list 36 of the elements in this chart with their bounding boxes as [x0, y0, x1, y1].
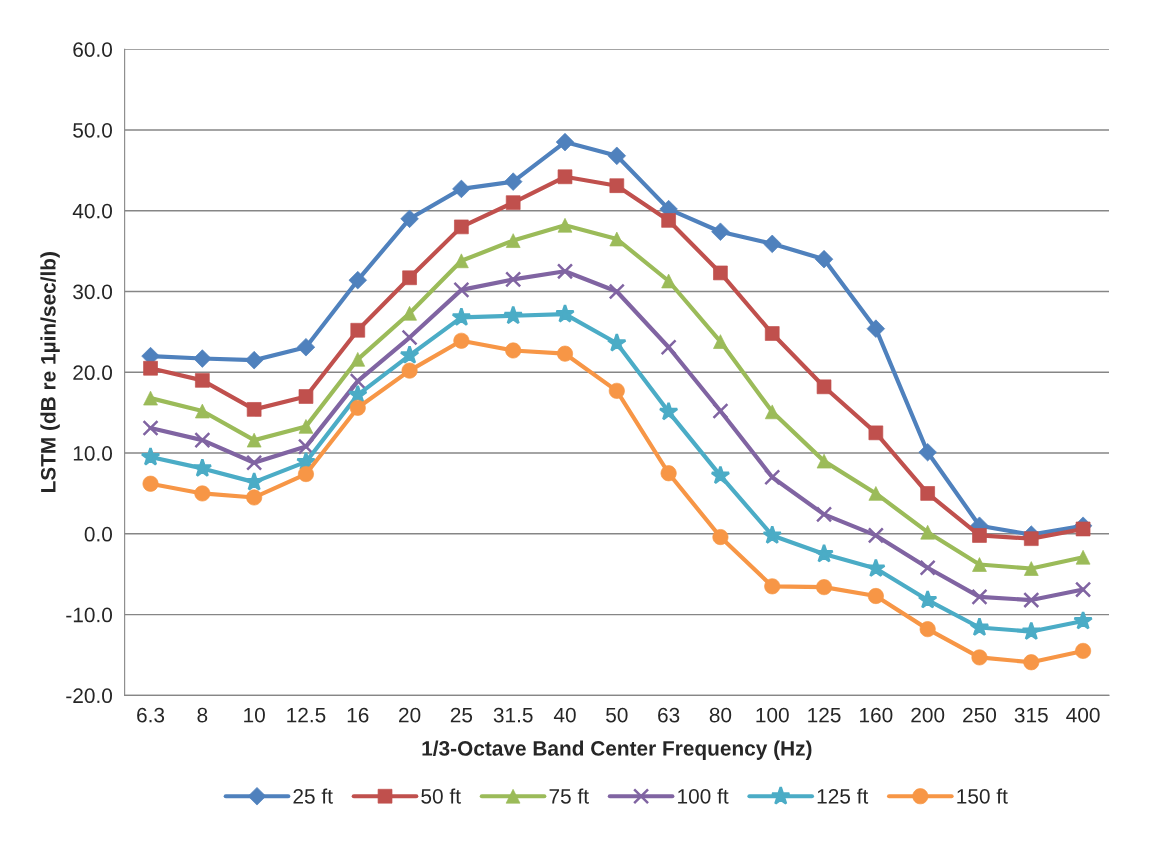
x-tick-label: 63 — [658, 707, 680, 723]
y-axis-title: LSTM (dB re 1µin/sec/lb) — [40, 252, 60, 493]
y-tick-label: 30.0 — [73, 284, 113, 300]
x-tick-label: 31.5 — [493, 707, 533, 723]
y-tick-label: 50.0 — [73, 122, 113, 138]
y-tick-label: 60.0 — [73, 42, 113, 57]
x-tick-label: 250 — [963, 707, 997, 723]
x-tick-label: 315 — [1014, 707, 1048, 723]
x-tick-label: 20 — [399, 707, 421, 723]
legend-label: 50 ft — [421, 788, 461, 804]
y-tick-label: 20.0 — [73, 365, 113, 381]
legend-label: 125 ft — [817, 788, 869, 804]
x-tick-label: 100 — [756, 707, 789, 723]
x-tick-label: 50 — [606, 707, 628, 723]
y-tick-label: 0.0 — [84, 526, 113, 542]
x-tick-label: 200 — [911, 707, 945, 723]
legend-label: 75 ft — [549, 788, 589, 804]
x-tick-label: 6.3 — [137, 707, 165, 723]
legend-label: 100 ft — [678, 788, 729, 804]
x-tick-label: 125 — [808, 707, 841, 723]
legend-label: 150 ft — [957, 788, 1008, 804]
y-tick-label: -20.0 — [66, 688, 113, 704]
x-tick-label: 40 — [553, 707, 576, 723]
x-tick-label: 160 — [860, 707, 893, 723]
x-axis-title: 1/3-Octave Band Center Frequency (Hz) — [422, 740, 812, 760]
x-tick-label: 400 — [1066, 707, 1100, 723]
x-tick-label: 8 — [197, 707, 208, 723]
x-tick-label: 10 — [244, 707, 265, 723]
y-tick-label: 10.0 — [73, 446, 113, 461]
x-tick-label: 12.5 — [287, 707, 326, 723]
x-tick-label: 25 — [450, 707, 473, 723]
legend-label: 25 ft — [293, 788, 333, 804]
y-tick-label: 40.0 — [72, 203, 113, 219]
x-tick-label: 80 — [709, 707, 732, 723]
y-tick-label: -10.0 — [66, 607, 113, 623]
x-tick-label: 16 — [347, 707, 369, 723]
